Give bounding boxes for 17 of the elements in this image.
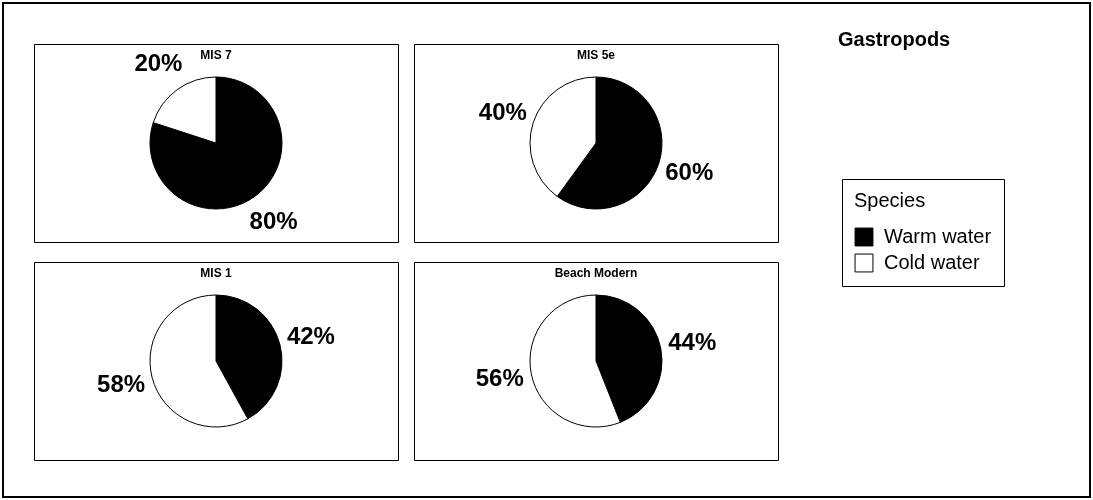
legend-label: Warm water xyxy=(884,225,992,247)
chart-title: MIS 1 xyxy=(200,266,232,280)
pie-slice xyxy=(149,76,283,210)
data-label: 44% xyxy=(668,327,717,355)
chart-title: MIS 5e xyxy=(576,48,616,62)
data-label: 42% xyxy=(286,321,335,349)
data-label: 58% xyxy=(97,370,146,398)
data-label: 40% xyxy=(478,97,527,125)
data-label: 56% xyxy=(475,364,524,392)
data-label: 20% xyxy=(134,48,183,76)
chart-title: MIS 7 xyxy=(200,48,232,62)
chart-title: Beach Modern xyxy=(554,266,638,280)
data-label: 60% xyxy=(665,158,714,186)
data-label: 80% xyxy=(249,207,298,235)
text: Gastropods xyxy=(838,28,951,50)
legend-label: Cold water xyxy=(884,251,980,273)
legend-title: Species xyxy=(854,189,926,211)
